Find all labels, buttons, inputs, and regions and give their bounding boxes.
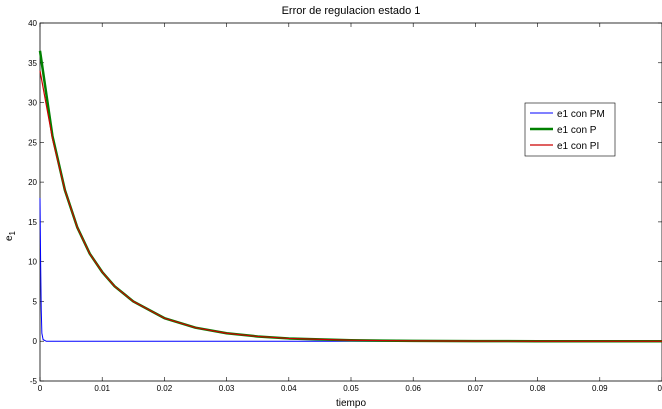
x-axis-label: tiempo (336, 398, 366, 409)
x-tick-label: 0.07 (468, 384, 484, 393)
y-axis-label-sub: 1 (8, 230, 17, 235)
legend-label-2: e1 con P (557, 125, 597, 136)
x-tick-label: 0.05 (343, 384, 359, 393)
legend-label-3: e1 con PI (557, 141, 599, 152)
axes: 0 0.01 0.02 0.03 0.04 0.05 0.06 0.07 0.08 0.09 0-5… (28, 19, 662, 393)
x-tick-label: 0.04 (281, 384, 297, 393)
chart-title: Error de regulacion estado 1 (282, 5, 421, 17)
y-tick-label: -5 (30, 377, 38, 386)
y-axis-label-main: e (4, 235, 15, 241)
y-tick-label: 10 (28, 258, 37, 267)
series-layer (38, 50, 662, 343)
x-tick-label: 0.03 (219, 384, 235, 393)
y-tick-label: 35 (28, 59, 37, 68)
legend: e1 con PM e1 con P e1 con PI (524, 102, 616, 157)
x-tick-label: 0.02 (157, 384, 173, 393)
y-tick-label: 0 (33, 337, 38, 346)
x-tick-label: 0.08 (530, 384, 546, 393)
series-line-1 (39, 198, 662, 342)
x-tick-label: 0 (658, 384, 662, 393)
y-axis-label: e1 (4, 230, 17, 241)
x-tick-label: 0.09 (592, 384, 608, 393)
plot-frame (39, 22, 662, 382)
legend-label-1: e1 con PM (557, 109, 605, 120)
x-tick-label: 0 (38, 384, 43, 393)
y-tick-label: 15 (28, 218, 37, 227)
y-tick-label: 5 (33, 297, 38, 306)
x-tick-label: 0.06 (405, 384, 421, 393)
x-tick-label: 0.01 (94, 384, 110, 393)
series-line-3 (39, 70, 662, 342)
y-tick-label: 20 (28, 178, 37, 187)
y-tick-label: 40 (28, 19, 37, 28)
y-tick-label: 30 (28, 99, 37, 108)
y-tick-label: 25 (28, 138, 37, 147)
